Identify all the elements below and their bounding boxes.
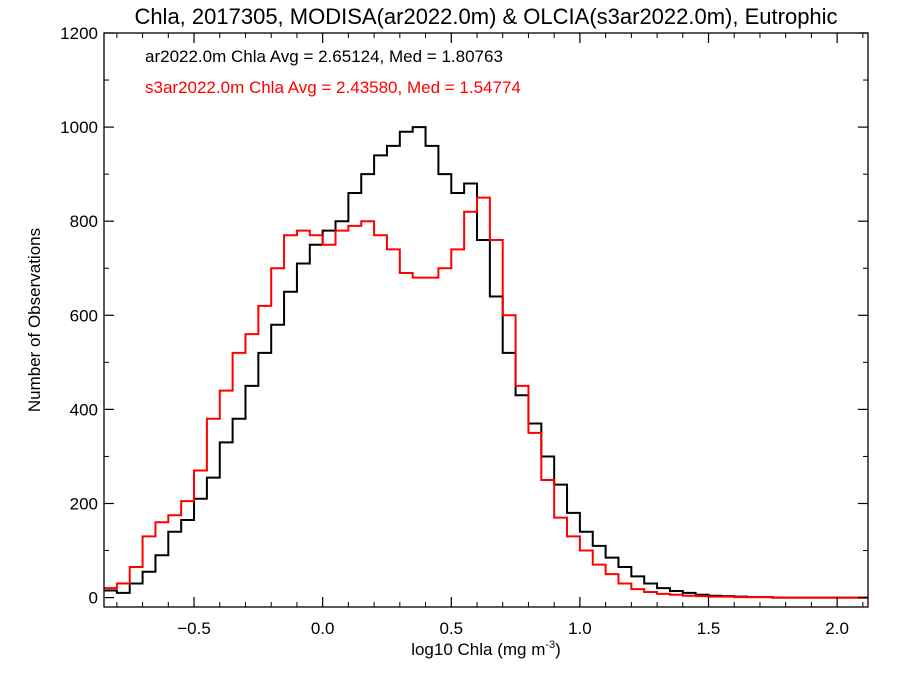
x-axis-label-main: log10 Chla (mg m [411, 640, 545, 659]
x-axis-label-close: ) [555, 640, 561, 659]
x-tick-label: 1.5 [697, 619, 721, 638]
y-tick-label: 1200 [60, 24, 98, 43]
plot-frame [103, 32, 869, 608]
y-tick-label: 400 [70, 400, 98, 419]
x-tick-label: 1.0 [568, 619, 592, 638]
stats-ar2022: ar2022.0m Chla Avg = 2.65124, Med = 1.80… [145, 47, 503, 66]
series-line-s3ar2022-0m [104, 196, 868, 599]
ticks-layer: −0.5 0.0 0.5 1.0 1.5 2.0 0 200 400 600 800 1000 1200 [60, 24, 868, 638]
x-tick-label: 2.0 [825, 619, 849, 638]
y-axis-label: Number of Observations [25, 228, 44, 412]
y-tick-label: 800 [70, 212, 98, 231]
x-tick-label: 0.0 [311, 619, 335, 638]
y-tick-label: 200 [70, 494, 98, 513]
y-tick-label: 0 [89, 589, 98, 608]
x-axis-label-superscript: -3 [545, 639, 555, 651]
x-tick-label: −0.5 [177, 619, 211, 638]
series-line-ar2022-0m [104, 126, 868, 599]
chart-title: Chla, 2017305, MODISA(ar2022.0m) & OLCIA… [134, 4, 837, 29]
x-axis-label: log10 Chla (mg m-3) [411, 639, 561, 659]
y-tick-label: 600 [70, 306, 98, 325]
stats-s3ar2022: s3ar2022.0m Chla Avg = 2.43580, Med = 1.… [145, 78, 521, 97]
y-tick-label: 1000 [60, 118, 98, 137]
series-layer [104, 126, 868, 599]
x-tick-label: 0.5 [439, 619, 463, 638]
